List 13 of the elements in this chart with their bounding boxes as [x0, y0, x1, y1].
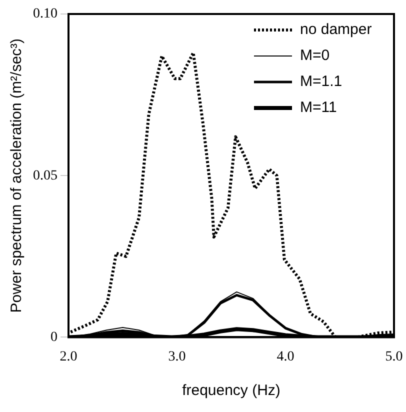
legend-label: M=11 — [300, 99, 337, 116]
x-axis-title: frequency (Hz) — [182, 382, 280, 400]
x-tick-label: 4.0 — [276, 349, 294, 364]
y-tick-label: 0.10 — [33, 6, 58, 22]
legend-label: M=0 — [300, 47, 330, 64]
y-tick-label: 0.05 — [33, 168, 58, 184]
x-tick-label: 2.0 — [60, 349, 78, 364]
y-tick-label: 0 — [50, 330, 58, 345]
legend-label: M=1.1 — [300, 73, 342, 90]
legend-label: no damper — [300, 21, 372, 38]
x-tick-label: 5.0 — [385, 349, 403, 364]
y-axis-title: Power spectrum of acceleration (m²/sec³) — [8, 38, 26, 313]
x-tick-label: 3.0 — [168, 349, 186, 364]
